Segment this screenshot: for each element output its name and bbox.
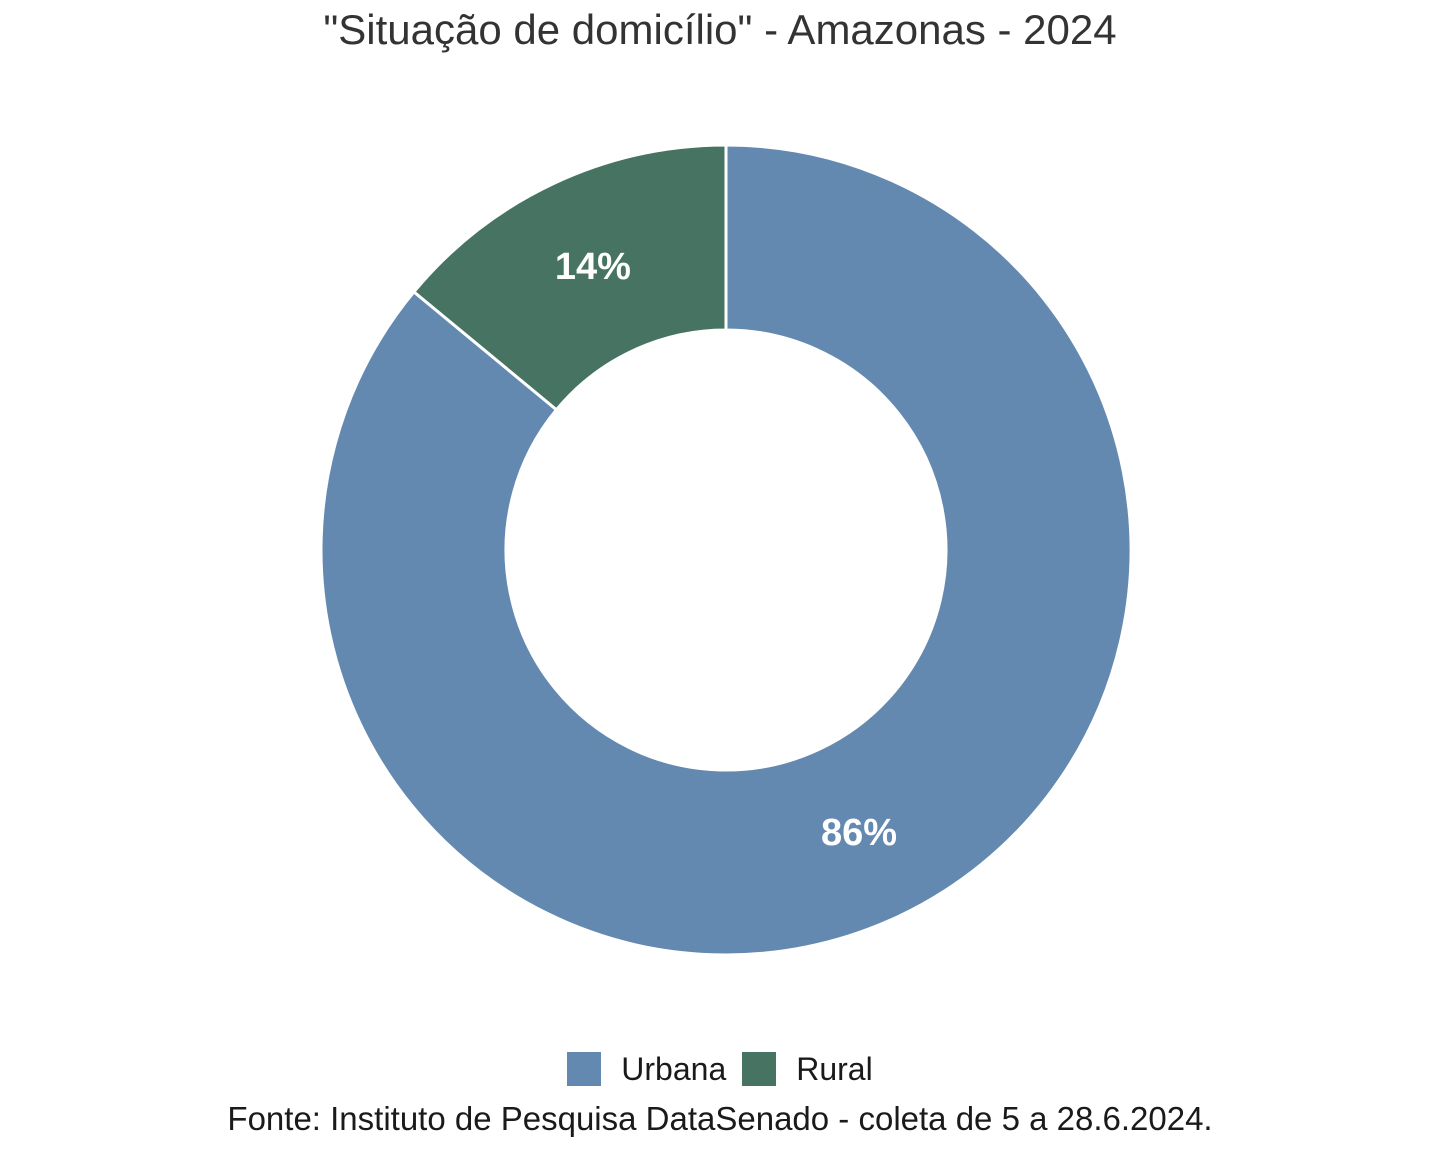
slice-rural (412, 143, 728, 412)
legend: Urbana Rural (0, 1052, 1440, 1086)
slice-label-urbana: 86% (821, 812, 897, 854)
rural-swatch-icon (742, 1052, 777, 1086)
legend-label-urbana: Urbana (621, 1051, 727, 1087)
urbana-swatch-icon (567, 1052, 602, 1086)
donut-slice-labels: 86% 14% (555, 246, 897, 854)
legend-item-rural: Rural (742, 1051, 873, 1087)
legend-label-rural: Rural (796, 1051, 873, 1087)
slice-urbana (319, 143, 1133, 957)
donut-slices (319, 143, 1133, 957)
source-caption: Fonte: Instituto de Pesquisa DataSenado … (227, 1100, 1213, 1137)
legend-item-urbana: Urbana (567, 1052, 726, 1086)
slice-label-rural: 14% (555, 246, 631, 288)
chart-title: "Situação de domicílio" - Amazonas - 202… (323, 6, 1117, 53)
